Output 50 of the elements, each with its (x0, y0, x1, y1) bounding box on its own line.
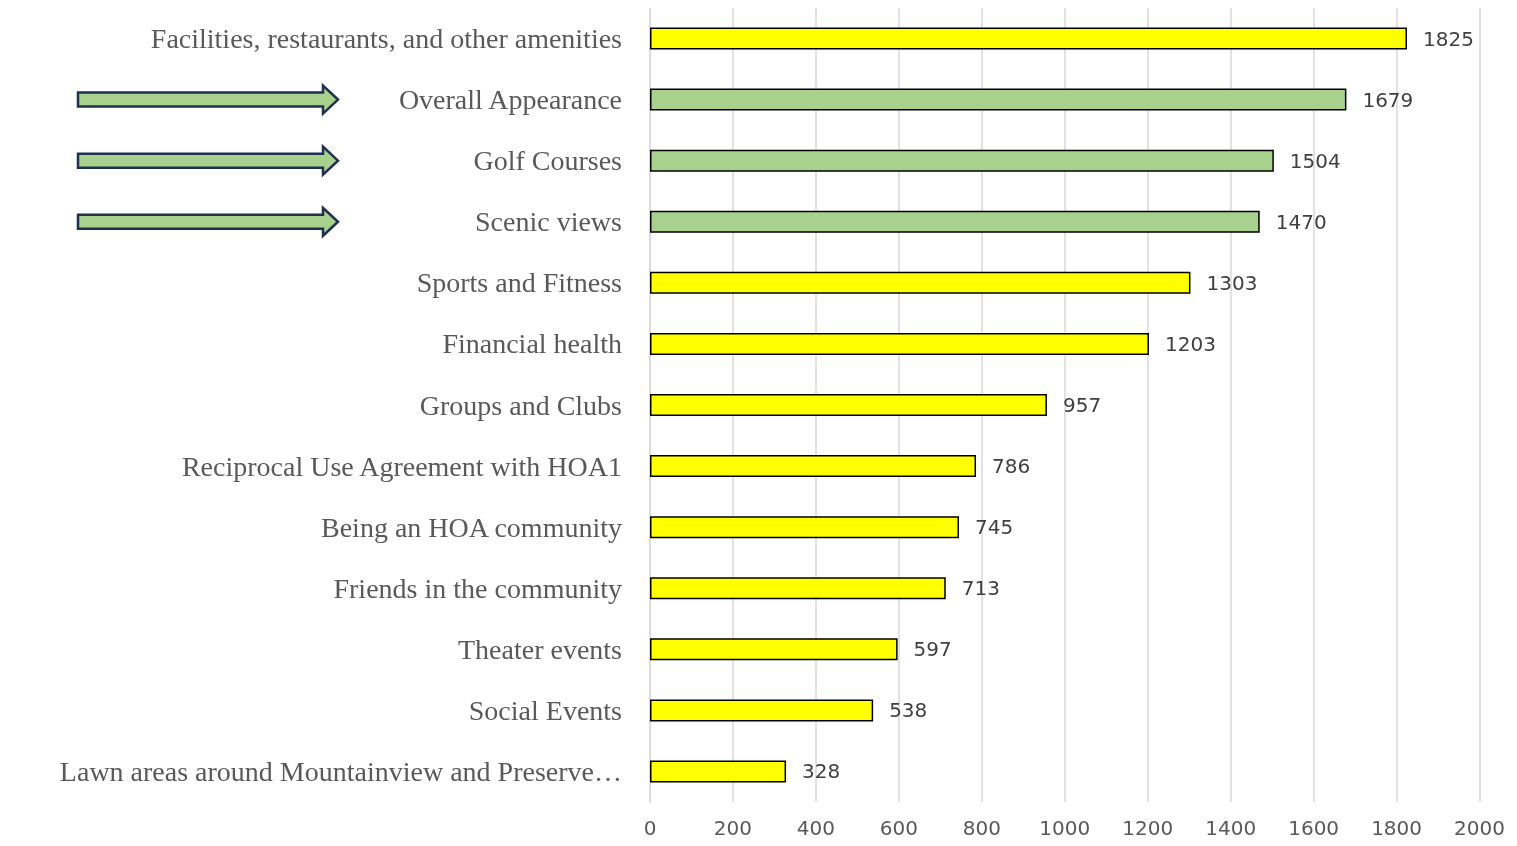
x-tick-label: 1400 (1205, 816, 1257, 840)
bar (650, 760, 787, 783)
x-tick-label: 1800 (1371, 816, 1423, 840)
bar (650, 455, 977, 478)
y-tick-label: Being an HOA community (321, 511, 622, 543)
y-tick-label: Golf Courses (473, 145, 622, 177)
data-label: 1470 (1275, 209, 1327, 234)
x-tick-label: 600 (879, 816, 918, 840)
bar (650, 577, 946, 600)
data-label: 538 (889, 698, 928, 723)
y-tick-label: Lawn areas around Mountainview and Preserve… (59, 755, 622, 787)
y-tick-label: Theater events (457, 633, 622, 665)
x-tick-label: 800 (962, 816, 1001, 840)
y-tick-label: Groups and Clubs (419, 389, 622, 421)
data-label: 786 (992, 454, 1031, 479)
data-label: 745 (975, 515, 1014, 540)
bar (650, 27, 1407, 50)
data-label: 1825 (1422, 26, 1474, 51)
x-tick-label: 1600 (1288, 816, 1340, 840)
bar (650, 332, 1149, 355)
bar (650, 149, 1274, 172)
data-label: 957 (1062, 393, 1102, 417)
y-tick-label: Overall Appearance (398, 84, 622, 116)
x-tick-label: 0 (643, 816, 657, 840)
bar (650, 394, 1047, 416)
bar (650, 699, 874, 722)
y-tick-label: Scenic views (475, 206, 622, 238)
data-label: 328 (802, 759, 841, 784)
data-label: 1679 (1362, 87, 1414, 112)
bar (650, 88, 1347, 111)
data-label: 1303 (1206, 270, 1258, 295)
data-label: 713 (961, 576, 1000, 601)
y-tick-label: Facilities, restaurants, and other amenities (150, 23, 622, 55)
y-tick-label: Social Events (468, 694, 622, 726)
x-tick-label: 200 (713, 816, 753, 840)
y-tick-label: Sports and Fitness (416, 267, 622, 299)
y-tick-label: Friends in the community (333, 572, 622, 604)
bar (650, 638, 898, 661)
data-label: 597 (913, 637, 952, 662)
data-label: 1504 (1289, 148, 1341, 173)
x-tick-label: 400 (796, 816, 835, 840)
bar (650, 271, 1191, 294)
bar (650, 516, 960, 539)
x-tick-label: 1200 (1122, 816, 1174, 840)
bar (650, 210, 1260, 233)
x-tick-label: 2000 (1454, 816, 1505, 840)
data-label: 1203 (1164, 331, 1216, 356)
y-tick-label: Reciprocal Use Agreement with HOA1 (181, 450, 622, 482)
x-tick-label: 1000 (1039, 816, 1091, 840)
y-tick-label: Financial health (442, 328, 622, 360)
